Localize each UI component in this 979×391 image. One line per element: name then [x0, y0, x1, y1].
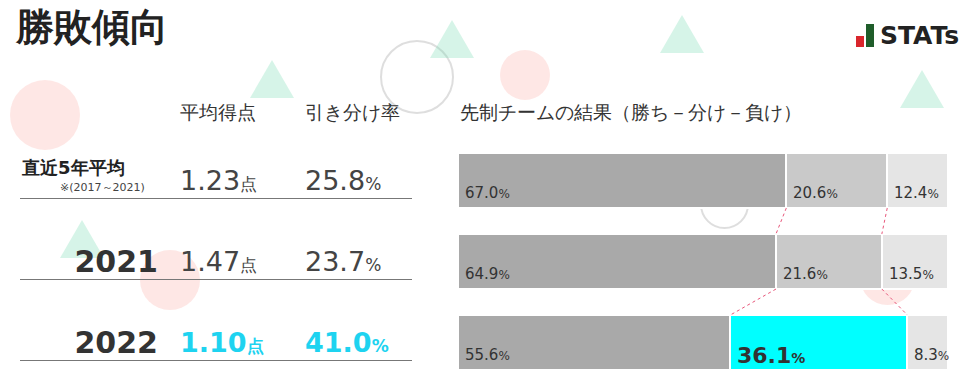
- svg-text:67.0%: 67.0%: [465, 184, 510, 202]
- html-text:平均得点: 平均得点: [180, 101, 256, 123]
- html-text:直近5年平均: 直近5年平均: [22, 156, 125, 178]
- svg-text:64.9%: 64.9%: [465, 265, 510, 283]
- html-text:1.10点: 1.10点: [180, 326, 264, 358]
- svg-text:21.6%: 21.6%: [783, 265, 828, 283]
- html-text:25.8%: 25.8%: [305, 164, 382, 196]
- html-text:先制チームの結果（勝ち－分け－負け）: 先制チームの結果（勝ち－分け－負け）: [460, 101, 802, 123]
- html-text:41.0%: 41.0%: [305, 326, 389, 358]
- svg-text:20.6%: 20.6%: [793, 184, 838, 202]
- html-text:2022: 2022: [74, 324, 158, 360]
- html-text:23.7%: 23.7%: [305, 245, 382, 277]
- svg-text:55.6%: 55.6%: [465, 346, 510, 364]
- html-text:1.23点: 1.23点: [180, 164, 258, 196]
- html-text:1.47点: 1.47点: [180, 245, 258, 277]
- html-text:2021: 2021: [74, 243, 158, 279]
- html-text:※(2017～2021): ※(2017～2021): [60, 180, 145, 194]
- html-text:引き分け率: 引き分け率: [305, 101, 400, 123]
- svg-text:8.3%: 8.3%: [914, 346, 949, 364]
- svg-text:12.4%: 12.4%: [894, 184, 939, 202]
- html-text:勝敗傾向: 勝敗傾向: [16, 5, 168, 49]
- html-text:STATs: STATs: [880, 21, 960, 50]
- svg-text:36.1%: 36.1%: [737, 343, 805, 368]
- svg-text:13.5%: 13.5%: [889, 265, 934, 283]
